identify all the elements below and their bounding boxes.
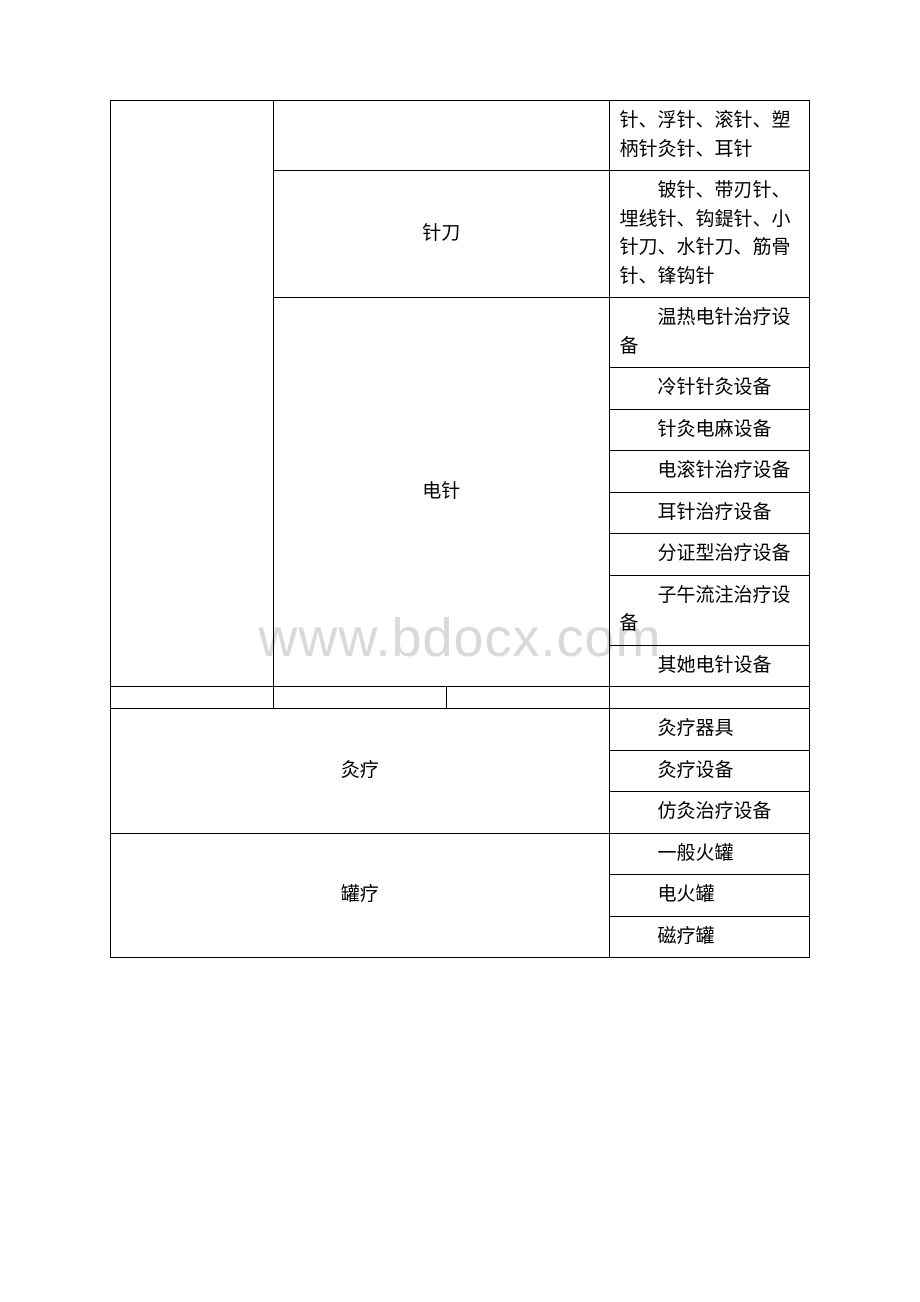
cell-items: 子午流注治疗设备 <box>609 575 809 645</box>
table-row: 灸疗 灸疗器具 <box>111 709 810 751</box>
document-table-container: 针、浮针、滚针、塑柄针灸针、耳针 针刀 铍针、带刃针、埋线针、钩鍉针、小针刀、水… <box>110 100 810 958</box>
cell-items: 仿灸治疗设备 <box>609 792 809 834</box>
cell-items: 分证型治疗设备 <box>609 534 809 576</box>
cell-empty <box>609 687 809 709</box>
cell-items: 灸疗设备 <box>609 750 809 792</box>
cell-empty <box>446 687 609 709</box>
cell-items: 温热电针治疗设备 <box>609 298 809 368</box>
cell-group-jiuliao: 灸疗 <box>111 709 610 834</box>
cell-items: 一般火罐 <box>609 833 809 875</box>
cell-items: 电滚针治疗设备 <box>609 451 809 493</box>
cell-items: 耳针治疗设备 <box>609 492 809 534</box>
classification-table: 针、浮针、滚针、塑柄针灸针、耳针 针刀 铍针、带刃针、埋线针、钩鍉针、小针刀、水… <box>110 100 810 958</box>
cell-items: 电火罐 <box>609 875 809 917</box>
cell-subcat: 针刀 <box>273 171 609 298</box>
cell-items: 针、浮针、滚针、塑柄针灸针、耳针 <box>609 101 809 171</box>
cell-empty <box>273 687 446 709</box>
cell-empty <box>111 687 274 709</box>
table-row: 罐疗 一般火罐 <box>111 833 810 875</box>
cell-items: 灸疗器具 <box>609 709 809 751</box>
cell-items: 针灸电麻设备 <box>609 409 809 451</box>
cell-items: 冷针针灸设备 <box>609 368 809 410</box>
cell-subcat <box>273 101 609 171</box>
cell-items: 其她电针设备 <box>609 645 809 687</box>
cell-group-main <box>111 101 274 687</box>
cell-subcat-dianzhen: 电针 <box>273 298 609 687</box>
cell-items: 磁疗罐 <box>609 916 809 958</box>
cell-items: 铍针、带刃针、埋线针、钩鍉针、小针刀、水针刀、筋骨针、锋钩针 <box>609 171 809 298</box>
cell-group-guanliao: 罐疗 <box>111 833 610 958</box>
table-spacer-row <box>111 687 810 709</box>
table-row: 针、浮针、滚针、塑柄针灸针、耳针 <box>111 101 810 171</box>
